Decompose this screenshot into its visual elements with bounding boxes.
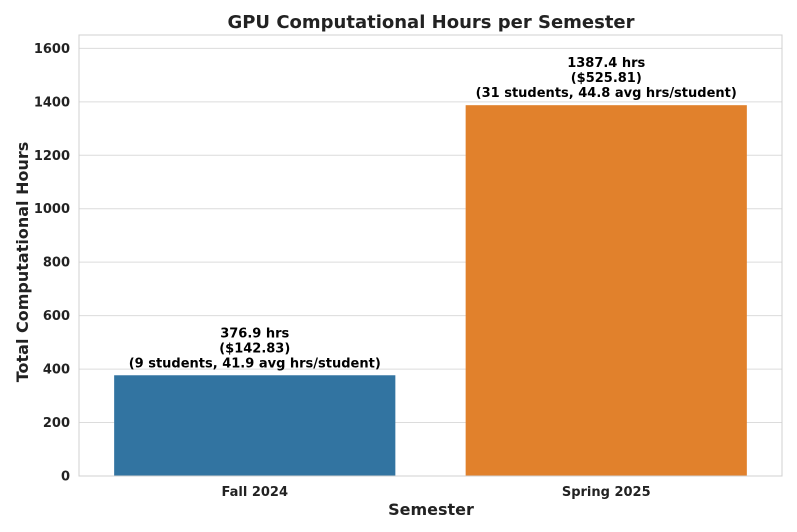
bar-data-label: (9 students, 41.9 avg hrs/student) xyxy=(129,356,381,371)
y-tick-label: 600 xyxy=(43,309,70,324)
y-tick-label: 400 xyxy=(43,363,70,378)
x-tick-label: Fall 2024 xyxy=(221,485,288,500)
x-axis-title: Semester xyxy=(388,500,474,519)
y-tick-label: 0 xyxy=(61,470,70,485)
y-axis-ticks: 0 200 400 600 800 1000 1200 1400 1600 xyxy=(34,42,70,485)
x-axis-ticks: Fall 2024 Spring 2025 xyxy=(221,485,650,500)
chart-title: GPU Computational Hours per Semester xyxy=(227,12,634,33)
y-tick-label: 200 xyxy=(43,416,70,431)
bar-data-label: 1387.4 hrs xyxy=(567,56,645,71)
bar-data-label: ($142.83) xyxy=(219,341,290,356)
y-tick-label: 1000 xyxy=(34,202,70,217)
bar-annotations: 376.9 hrs($142.83)(9 students, 41.9 avg … xyxy=(129,56,737,371)
bar-data-label: (31 students, 44.8 avg hrs/student) xyxy=(476,86,737,101)
bar xyxy=(465,105,747,476)
plot-frame xyxy=(78,34,783,477)
bars xyxy=(114,105,747,476)
x-tick-label: Spring 2025 xyxy=(562,485,651,500)
plot-border xyxy=(78,34,783,477)
y-tick-label: 1600 xyxy=(34,42,70,57)
y-tick-label: 1200 xyxy=(34,149,70,164)
bar-data-label: ($525.81) xyxy=(571,71,642,86)
bar xyxy=(114,375,396,476)
bar-data-label: 376.9 hrs xyxy=(220,326,289,341)
y-tick-label: 1400 xyxy=(34,95,70,110)
y-tick-label: 800 xyxy=(43,256,70,271)
y-axis-title: Total Computational Hours xyxy=(13,142,32,383)
